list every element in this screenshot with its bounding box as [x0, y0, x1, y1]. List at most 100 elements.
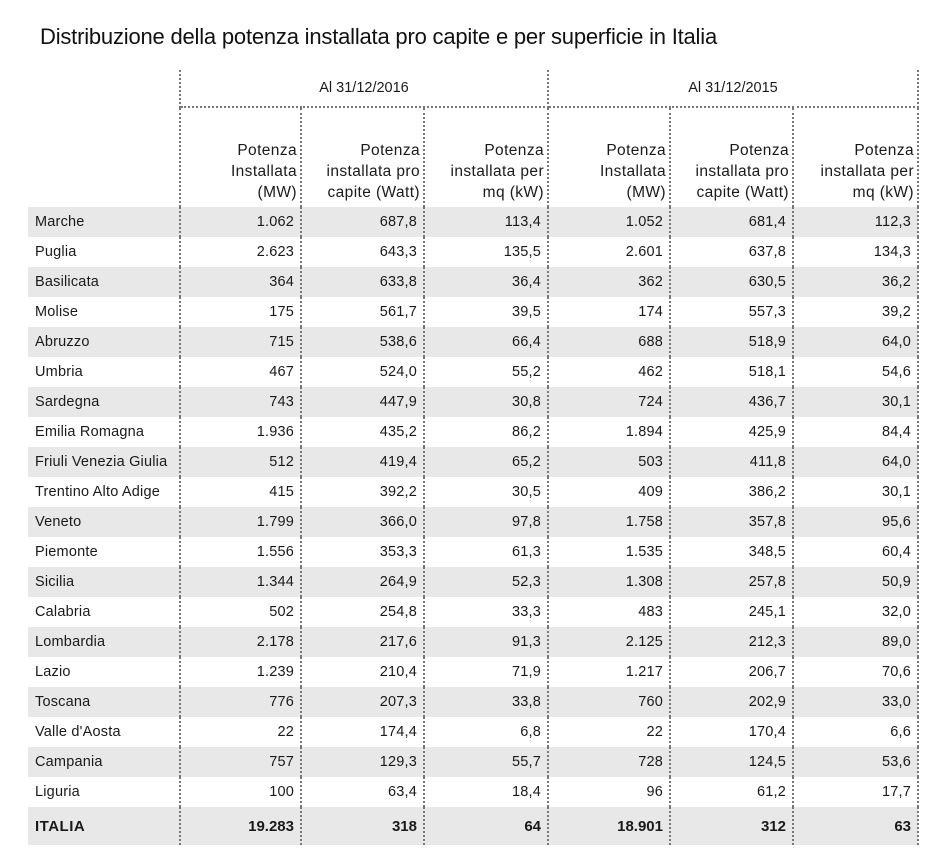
value-cell: 1.535 — [548, 537, 671, 567]
value-cell: 100 — [180, 777, 302, 807]
value-cell: 97,8 — [424, 507, 549, 537]
value-cell: 518,9 — [670, 327, 794, 357]
value-cell: 1.308 — [548, 567, 671, 597]
value-cell: 217,6 — [301, 627, 425, 657]
value-cell: 503 — [548, 447, 671, 477]
table-row: Toscana 776 207,3 33,8 760 202,9 33,0 — [28, 687, 919, 717]
data-table: Al 31/12/2016 Al 31/12/2015 Potenza Insta… — [28, 70, 919, 845]
value-cell: 70,6 — [793, 657, 919, 687]
value-cell: 134,3 — [793, 237, 919, 267]
value-cell: 61,2 — [670, 777, 794, 807]
total-cell: 19.283 — [180, 807, 302, 845]
table-row: Molise 175 561,7 39,5 174 557,3 39,2 — [28, 297, 919, 327]
region-name: Lazio — [28, 657, 181, 687]
value-cell: 512 — [180, 447, 302, 477]
value-cell: 1.344 — [180, 567, 302, 597]
value-cell: 2.601 — [548, 237, 671, 267]
value-cell: 502 — [180, 597, 302, 627]
value-cell: 1.799 — [180, 507, 302, 537]
table-row: Piemonte 1.556 353,3 61,3 1.535 348,5 60,4 — [28, 537, 919, 567]
value-cell: 1.894 — [548, 417, 671, 447]
value-cell: 1.217 — [548, 657, 671, 687]
column-header: Potenza Installata (MW) — [548, 107, 671, 207]
value-cell: 483 — [548, 597, 671, 627]
region-header-cell — [28, 107, 181, 207]
table-row: Emilia Romagna 1.936 435,2 86,2 1.894 425,9 84… — [28, 417, 919, 447]
table-row: Valle d'Aosta 22 174,4 6,8 22 170,4 6,6 — [28, 717, 919, 747]
region-name: Emilia Romagna — [28, 417, 181, 447]
value-cell: 419,4 — [301, 447, 425, 477]
value-cell: 436,7 — [670, 387, 794, 417]
value-cell: 170,4 — [670, 717, 794, 747]
region-name: Molise — [28, 297, 181, 327]
value-cell: 175 — [180, 297, 302, 327]
total-cell: 312 — [670, 807, 794, 845]
value-cell: 724 — [548, 387, 671, 417]
value-cell: 60,4 — [793, 537, 919, 567]
value-cell: 135,5 — [424, 237, 549, 267]
table-row: Lombardia 2.178 217,6 91,3 2.125 212,3 89,0 — [28, 627, 919, 657]
region-name: Liguria — [28, 777, 181, 807]
value-cell: 630,5 — [670, 267, 794, 297]
column-header: Potenza installata per mq (kW) — [793, 107, 919, 207]
value-cell: 129,3 — [301, 747, 425, 777]
value-cell: 95,6 — [793, 507, 919, 537]
value-cell: 1.239 — [180, 657, 302, 687]
value-cell: 633,8 — [301, 267, 425, 297]
value-cell: 364 — [180, 267, 302, 297]
value-cell: 681,4 — [670, 207, 794, 237]
value-cell: 113,4 — [424, 207, 549, 237]
total-row: ITALIA 19.283 318 64 18.901 312 63 — [28, 807, 919, 845]
value-cell: 96 — [548, 777, 671, 807]
value-cell: 524,0 — [301, 357, 425, 387]
period-header-2016: Al 31/12/2016 — [180, 70, 549, 108]
value-cell: 1.062 — [180, 207, 302, 237]
value-cell: 86,2 — [424, 417, 549, 447]
value-cell: 435,2 — [301, 417, 425, 447]
region-name: Veneto — [28, 507, 181, 537]
region-name: Campania — [28, 747, 181, 777]
value-cell: 728 — [548, 747, 671, 777]
value-cell: 212,3 — [670, 627, 794, 657]
value-cell: 54,6 — [793, 357, 919, 387]
value-cell: 518,1 — [670, 357, 794, 387]
value-cell: 206,7 — [670, 657, 794, 687]
value-cell: 245,1 — [670, 597, 794, 627]
value-cell: 688 — [548, 327, 671, 357]
region-name: Abruzzo — [28, 327, 181, 357]
value-cell: 64,0 — [793, 447, 919, 477]
value-cell: 33,3 — [424, 597, 549, 627]
region-name: Toscana — [28, 687, 181, 717]
table-row: Friuli Venezia Giulia 512 419,4 65,2 503 411,… — [28, 447, 919, 477]
table-row: Marche 1.062 687,8 113,4 1.052 681,4 112,3 — [28, 207, 919, 237]
value-cell: 202,9 — [670, 687, 794, 717]
value-cell: 392,2 — [301, 477, 425, 507]
region-name: Friuli Venezia Giulia — [28, 447, 181, 477]
value-cell: 71,9 — [424, 657, 549, 687]
total-cell: 318 — [301, 807, 425, 845]
value-cell: 447,9 — [301, 387, 425, 417]
table-row: Puglia 2.623 643,3 135,5 2.601 637,8 134,3 — [28, 237, 919, 267]
value-cell: 124,5 — [670, 747, 794, 777]
value-cell: 30,8 — [424, 387, 549, 417]
table-row: Abruzzo 715 538,6 66,4 688 518,9 64,0 — [28, 327, 919, 357]
value-cell: 1.758 — [548, 507, 671, 537]
value-cell: 264,9 — [301, 567, 425, 597]
table-row: Veneto 1.799 366,0 97,8 1.758 357,8 95,6 — [28, 507, 919, 537]
value-cell: 52,3 — [424, 567, 549, 597]
value-cell: 84,4 — [793, 417, 919, 447]
value-cell: 415 — [180, 477, 302, 507]
value-cell: 33,8 — [424, 687, 549, 717]
value-cell: 39,5 — [424, 297, 549, 327]
value-cell: 210,4 — [301, 657, 425, 687]
region-name: Marche — [28, 207, 181, 237]
column-header: Potenza installata pro capite (Watt) — [301, 107, 425, 207]
value-cell: 254,8 — [301, 597, 425, 627]
table-row: Umbria 467 524,0 55,2 462 518,1 54,6 — [28, 357, 919, 387]
value-cell: 174,4 — [301, 717, 425, 747]
value-cell: 557,3 — [670, 297, 794, 327]
value-cell: 715 — [180, 327, 302, 357]
value-cell: 362 — [548, 267, 671, 297]
value-cell: 425,9 — [670, 417, 794, 447]
